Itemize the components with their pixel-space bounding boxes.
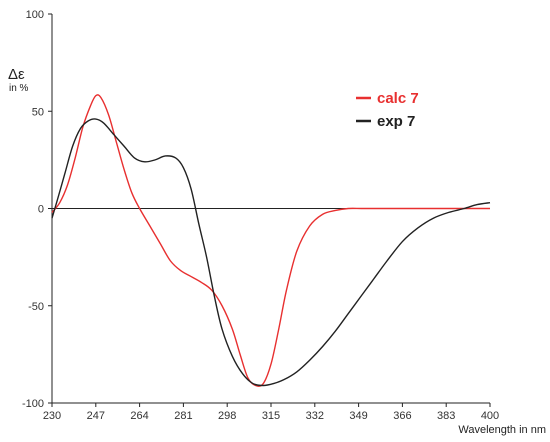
x-tick-label: 298 bbox=[218, 410, 236, 422]
y-tick-label: -100 bbox=[22, 398, 44, 410]
legend-label: exp 7 bbox=[377, 113, 415, 130]
x-tick-label: 332 bbox=[306, 410, 324, 422]
y-axis-unit: in % bbox=[9, 83, 29, 94]
series-line-exp-7 bbox=[51, 118, 491, 387]
x-tick-label: 366 bbox=[393, 410, 411, 422]
x-axis-title: Wavelength in nm bbox=[458, 424, 546, 436]
legend-label: calc 7 bbox=[377, 90, 419, 107]
x-tick-label: 400 bbox=[481, 410, 499, 422]
y-tick-label: -50 bbox=[28, 301, 44, 313]
y-axis-title: Δε bbox=[8, 66, 25, 83]
x-axis-ticks: 230 247 264 281 298 315 332 349 366 383 400 bbox=[43, 403, 499, 422]
x-tick-label: 383 bbox=[437, 410, 455, 422]
series-layer bbox=[51, 94, 491, 387]
legend: calc 7 exp 7 bbox=[356, 90, 419, 130]
x-tick-label: 264 bbox=[130, 410, 148, 422]
x-tick-label: 247 bbox=[87, 410, 105, 422]
x-tick-label: 281 bbox=[174, 410, 192, 422]
x-tick-label: 315 bbox=[262, 410, 280, 422]
x-tick-label: 349 bbox=[349, 410, 367, 422]
y-tick-label: 0 bbox=[38, 204, 44, 216]
y-axis-ticks: 100 50 0 -50 -100 bbox=[22, 9, 52, 410]
y-tick-label: 100 bbox=[26, 9, 44, 21]
x-tick-label: 230 bbox=[43, 410, 61, 422]
y-tick-label: 50 bbox=[32, 106, 44, 118]
series-line-calc-7 bbox=[51, 94, 490, 387]
